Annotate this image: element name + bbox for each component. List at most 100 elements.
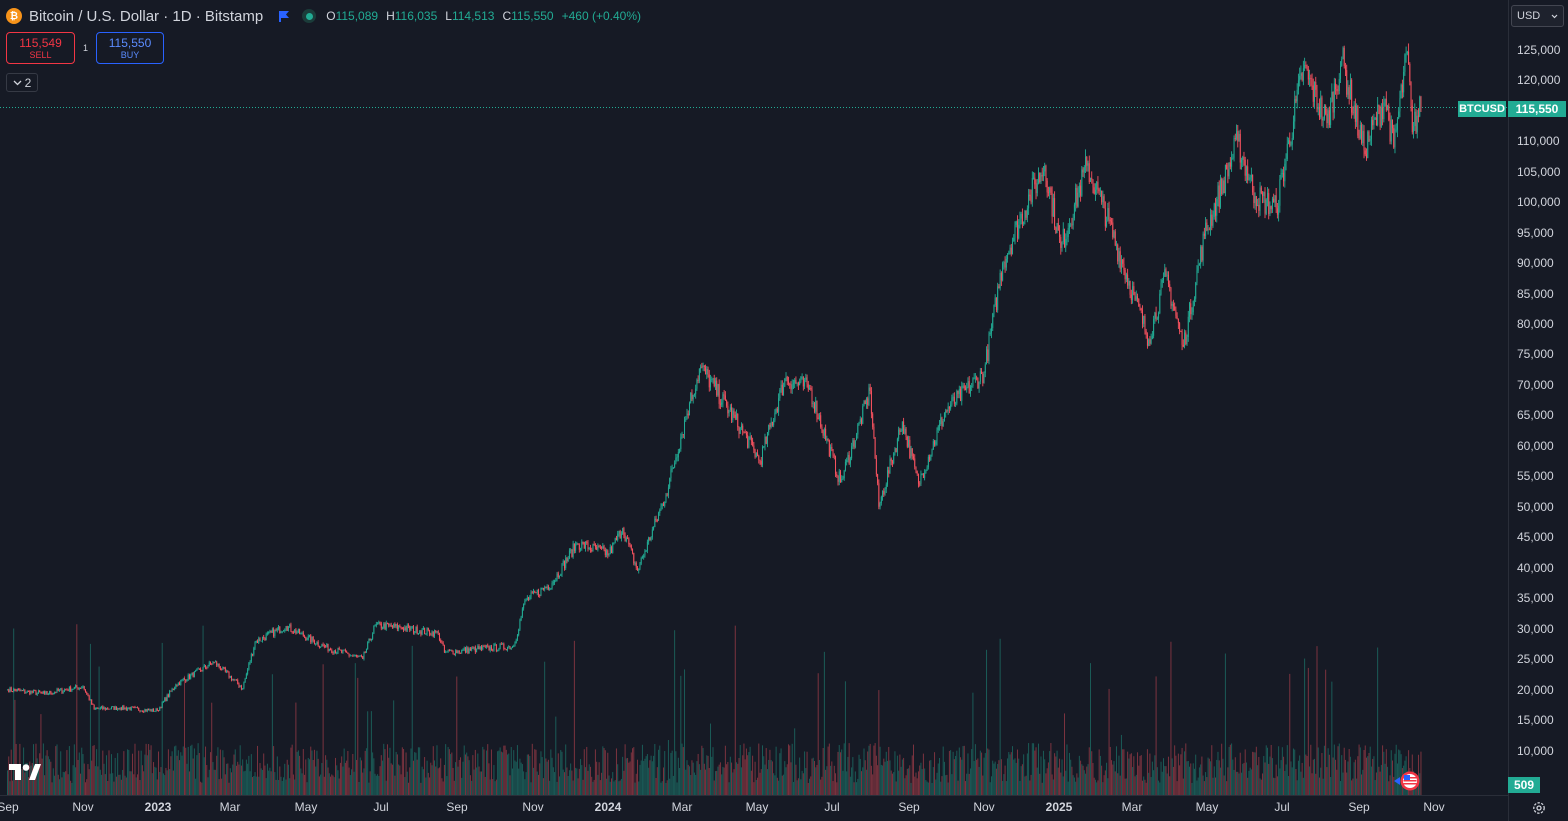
candle-body [482,646,484,650]
low-label: L [445,9,452,23]
volume-bar [898,770,900,795]
volume-bar [947,782,949,795]
candle-body [1309,78,1311,80]
sell-button[interactable]: 115,549 SELL [6,32,75,64]
price-axis[interactable] [1508,0,1568,821]
price-chart[interactable] [0,0,1508,795]
volume-bar [545,758,547,795]
volume-bar [1242,763,1244,795]
candle-body [580,548,582,550]
price-label: 30,000 [1517,622,1554,636]
candle-body [1166,274,1168,276]
time-axis[interactable] [0,795,1508,821]
candle-body [396,623,398,630]
gear-icon[interactable] [1532,801,1546,815]
candle-body [1083,167,1085,173]
volume-bar [581,765,583,795]
volume-bar [1117,773,1119,795]
volume-bar [176,755,178,795]
volume-bar [195,778,197,795]
volume-bar [1306,756,1308,795]
candle-body [1317,106,1319,110]
volume-bar [1029,780,1031,795]
candle-body [766,432,768,444]
candle-body [273,629,275,637]
candle-body [796,382,798,384]
volume-bar [120,779,122,795]
volume-bar [1013,759,1015,795]
volume-bar [1160,761,1162,795]
volume-bar [1007,758,1009,795]
candle-body [287,626,289,631]
volume-bar [1103,775,1105,795]
indicators-toggle-button[interactable]: 2 [6,73,38,92]
candle-body [692,394,694,400]
candle-body [1229,162,1231,167]
flag-icon[interactable] [277,10,290,23]
volume-bar [513,750,515,795]
candle-body [1149,339,1151,344]
volume-bar [445,744,447,795]
candle-body [55,692,57,694]
candle-body [612,542,614,553]
candle-body [1184,332,1186,347]
tradingview-logo-icon[interactable] [9,763,41,781]
volume-bar [758,743,760,795]
candle-body [550,588,552,589]
volume-bar [951,774,953,795]
candle-body [1186,337,1188,344]
volume-bar [275,779,277,795]
candle-body [445,651,447,653]
volume-bar [785,767,787,795]
volume-bar [671,750,673,795]
candle-body [743,431,745,433]
volume-bar [379,766,381,795]
candle-body [1401,84,1403,93]
bitcoin-icon: ₿ [6,8,22,24]
volume-bar [870,765,872,795]
buy-label: BUY [120,49,140,60]
candle-body [341,650,343,653]
candle-body [1201,246,1203,261]
candle-body [794,379,796,384]
candle-body [450,650,452,651]
candle-body [828,440,830,457]
candle-body [1232,157,1234,159]
us-flag-icon[interactable] [1394,770,1420,792]
candle-body [57,688,59,691]
volume-bar [556,781,558,795]
volume-bar [1124,778,1126,795]
volume-bar [875,755,877,795]
candle-body [1363,130,1365,151]
candle-body [431,631,433,636]
volume-bar [1005,781,1007,795]
candle-body [879,502,881,507]
candle-body [283,630,285,632]
candle-body [1234,138,1236,139]
symbol-title[interactable]: Bitcoin / U.S. Dollar · 1D · Bitstamp [29,7,264,25]
candle-body [618,530,620,534]
candle-body [1128,280,1130,286]
volume-bar [226,763,228,795]
candle-body [619,530,621,539]
candle-body [421,629,423,635]
candle-body [1052,198,1054,217]
volume-bar [974,744,976,795]
volume-bar [196,755,198,795]
volume-bar [987,748,989,795]
buy-button[interactable]: 115,550 BUY [96,32,164,64]
volume-bar [410,748,412,795]
candle-body [212,661,214,665]
candle-body [206,667,208,669]
candle-body [1240,159,1242,163]
currency-dropdown[interactable]: USD [1511,5,1564,27]
candle-body [1268,193,1270,215]
volume-bar [81,747,83,795]
candle-body [377,623,379,625]
candle-body [231,675,233,681]
volume-bar [1081,764,1083,795]
candle-body [635,562,637,568]
candle-body [380,623,382,629]
volume-bar [593,779,595,795]
candle-body [427,628,429,631]
